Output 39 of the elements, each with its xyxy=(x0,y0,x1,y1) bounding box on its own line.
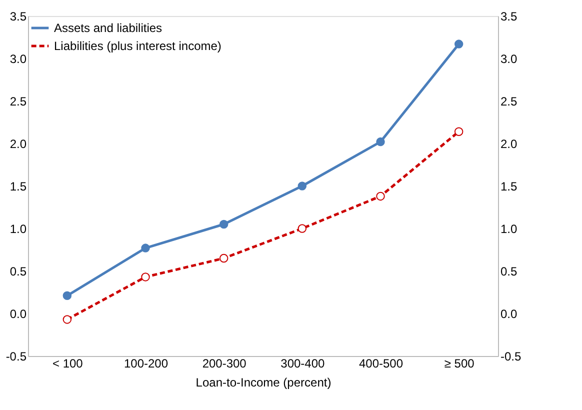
y-tick-label: 1.5 xyxy=(10,180,27,194)
point xyxy=(62,291,72,300)
y-tick-label: -0.5 xyxy=(6,350,27,364)
y-tick-label: 0.0 xyxy=(10,307,27,321)
y2-tick-label: 3.5 xyxy=(500,10,518,24)
x-tick-label: ≥ 500 xyxy=(444,356,475,370)
y-tick-label: 3.0 xyxy=(10,52,27,66)
legend-label: Assets and liabilities xyxy=(54,21,162,35)
x-tick-label: < 100 xyxy=(52,356,84,370)
x-tick-label: 200-300 xyxy=(202,356,247,370)
x-tick-label: 100-200 xyxy=(124,356,168,370)
y2-tick-label: 1.5 xyxy=(500,180,518,194)
point xyxy=(219,254,228,263)
x-tick-label: 400-500 xyxy=(358,356,404,370)
point xyxy=(454,127,464,136)
y-tick-label: 3.5 xyxy=(10,10,27,24)
y2-tick-label: -0.5 xyxy=(500,350,522,364)
y2-tick-label: 0.5 xyxy=(500,264,518,278)
point xyxy=(219,220,228,229)
point xyxy=(454,40,464,48)
y2-tick-label: 3.0 xyxy=(500,52,518,66)
legend-label: Liabilities (plus interest income) xyxy=(54,39,222,53)
point xyxy=(141,272,150,282)
point xyxy=(376,192,385,201)
y2-tick-label: 2.0 xyxy=(500,137,518,151)
point xyxy=(376,137,385,146)
x-tick-label: 300-400 xyxy=(280,356,326,370)
point xyxy=(141,244,150,252)
point xyxy=(298,182,307,190)
y-tick-label: 0.5 xyxy=(10,264,27,278)
point xyxy=(62,315,72,324)
x-axis-title: Loan-to-Income (percent) xyxy=(196,376,332,390)
y-tick-label: 2.0 xyxy=(10,137,27,151)
y2-tick-label: 1.0 xyxy=(500,222,518,236)
y-tick-label: 2.5 xyxy=(10,94,27,108)
y2-tick-label: 2.5 xyxy=(500,94,518,108)
point xyxy=(298,224,307,233)
y-tick-label: 1.0 xyxy=(10,222,27,236)
y2-tick-label: 0.0 xyxy=(500,307,518,321)
